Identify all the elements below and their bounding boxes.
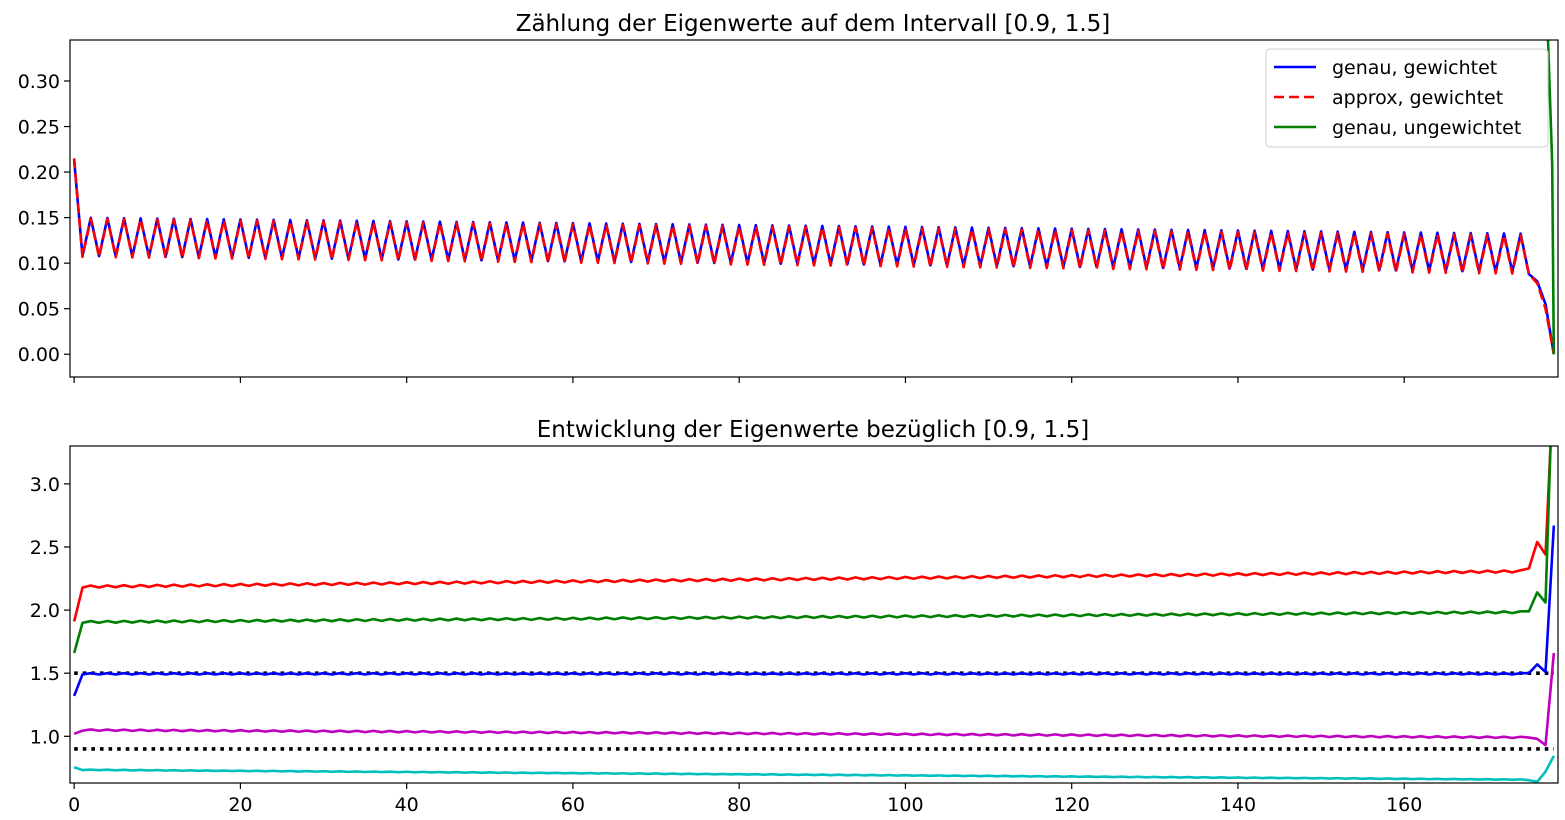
evolution-xtick-label: 120 — [1054, 794, 1090, 816]
legend: genau, gewichtet approx, gewichtet genau… — [1265, 48, 1549, 148]
evolution-xtick-label: 80 — [727, 794, 751, 816]
evolution-chart-lines — [72, 446, 1556, 783]
legend-label-approx-gewichtet: approx, gewichtet — [1332, 87, 1503, 109]
evolution-chart-title: Entwicklung der Eigenwerte bezüglich [0.… — [537, 417, 1089, 443]
evolution-xtick-label: 100 — [887, 794, 923, 816]
evolution-ytick-label: 2.0 — [30, 600, 60, 622]
counting-ytick-label: 0.00 — [18, 344, 60, 366]
evolution-series-line — [72, 446, 1552, 654]
counting-ytick-label: 0.10 — [18, 253, 60, 275]
evolution-series-line — [73, 755, 1555, 783]
counting-ytick-label: 0.30 — [18, 71, 60, 93]
evolution-ytick-label: 1.5 — [30, 663, 60, 685]
legend-box — [1265, 48, 1549, 148]
counting-ytick-label: 0.05 — [18, 299, 60, 321]
counting-chart-ticks: 0.00 0.05 0.10 0.15 0.20 0.25 0.30 — [18, 71, 1405, 383]
counting-ytick-label: 0.25 — [18, 117, 60, 139]
evolution-series-line — [72, 525, 1556, 697]
counting-chart: Zählung der Eigenwerte auf dem Intervall… — [18, 11, 1559, 383]
counting-series-line — [72, 158, 1556, 355]
evolution-xtick-label: 160 — [1386, 794, 1422, 816]
evolution-ytick-label: 1.0 — [30, 726, 60, 748]
counting-chart-title: Zählung der Eigenwerte auf dem Intervall… — [516, 11, 1111, 37]
evolution-chart-ticks: 1.0 1.5 2.0 2.5 3.0 0 20 40 60 80 100 120 140 160 — [30, 474, 1423, 816]
evolution-xtick-label: 20 — [228, 794, 252, 816]
evolution-series-line — [72, 446, 1552, 622]
evolution-chart: Entwicklung der Eigenwerte bezüglich [0.… — [30, 417, 1559, 816]
evolution-ytick-label: 2.5 — [30, 537, 60, 559]
evolution-ytick-label: 3.0 — [30, 474, 60, 496]
evolution-xtick-label: 40 — [395, 794, 419, 816]
counting-series-line — [1546, 40, 1556, 355]
evolution-chart-frame — [69, 445, 1559, 784]
counting-chart-frame — [69, 39, 1559, 378]
counting-chart-lines — [72, 40, 1556, 355]
evolution-xtick-label: 60 — [561, 794, 585, 816]
legend-label-genau-ungewichtet: genau, ungewichtet — [1332, 117, 1521, 139]
counting-ytick-label: 0.20 — [18, 162, 60, 184]
counting-ytick-label: 0.15 — [18, 208, 60, 230]
evolution-series-line — [73, 652, 1556, 747]
legend-label-genau-gewichtet: genau, gewichtet — [1332, 57, 1497, 79]
evolution-xtick-label: 140 — [1220, 794, 1256, 816]
evolution-xtick-label: 0 — [68, 794, 80, 816]
